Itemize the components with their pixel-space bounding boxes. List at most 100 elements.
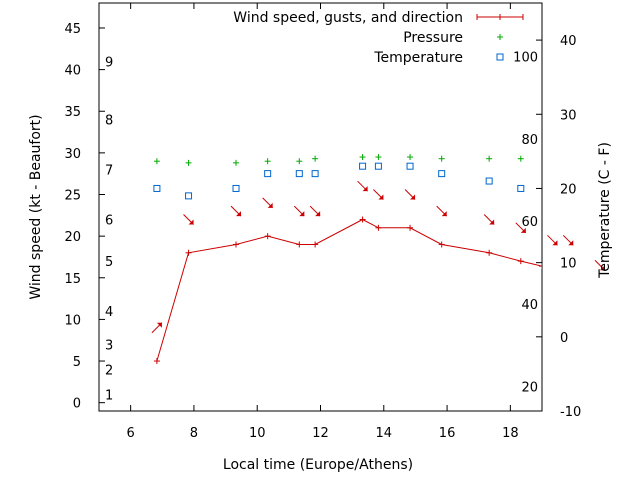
wind-speed-point (359, 216, 366, 223)
temperature-point (406, 162, 414, 170)
beaufort-label: 8 (105, 114, 113, 129)
wind-speed-point (438, 241, 445, 248)
wind-speed-point (517, 258, 524, 265)
wind-direction-arrow (230, 205, 242, 217)
pressure-point (233, 159, 240, 166)
wind-direction-arrow (357, 180, 368, 192)
y-left-tick-label: 20 (64, 230, 81, 245)
x-tick-label: 6 (127, 426, 135, 441)
wind-direction-arrow (183, 214, 194, 225)
wind-direction-arrow (594, 259, 606, 271)
x-tick-label: 14 (376, 426, 393, 441)
y-axis-right-title: Temperature (C - F) (597, 142, 613, 279)
y-right-tick-label: 0 (560, 331, 568, 346)
y-axis-left-title: Wind speed (kt - Beaufort) (28, 114, 44, 299)
wind-speed-point (539, 263, 542, 270)
temperature-point (185, 192, 193, 200)
legend-pressure-label: Pressure (403, 30, 463, 46)
wind-speed-point (233, 241, 240, 248)
fahrenheit-label: 20 (521, 381, 538, 396)
y-right-tick-label: 40 (560, 34, 577, 49)
pressure-point (359, 154, 366, 161)
pressure-point (264, 158, 271, 165)
beaufort-label: 4 (105, 305, 113, 320)
wind-direction-arrow (309, 205, 321, 217)
wind-speed-point (407, 224, 414, 231)
pressure-point (185, 159, 192, 166)
pressure-point (312, 155, 319, 162)
y-left-tick-label: 10 (64, 313, 81, 328)
wind-direction-arrow (262, 197, 274, 209)
wind-direction-arrow (151, 322, 163, 334)
wind-direction-arrow (404, 189, 416, 200)
y-left-tick-label: 0 (73, 397, 81, 412)
temperature-point (232, 184, 240, 192)
wind-speed-point (153, 358, 160, 365)
fahrenheit-label: 60 (521, 215, 538, 230)
y-right-tick-label: -10 (560, 405, 581, 420)
temperature-point (264, 170, 272, 178)
x-tick-label: 10 (249, 426, 266, 441)
y-left-tick-label: 45 (64, 22, 81, 37)
x-tick-label: 8 (190, 426, 198, 441)
temperature-point (359, 162, 367, 170)
beaufort-label: 1 (105, 388, 113, 403)
x-tick-label: 18 (502, 426, 519, 441)
beaufort-label: 2 (105, 363, 113, 378)
pressure-point (153, 158, 160, 165)
x-tick-label: 16 (439, 426, 456, 441)
pressure-point (296, 158, 303, 165)
wind-speed-point (296, 241, 303, 248)
wind-speed-point (312, 241, 319, 248)
legend-wind-label: Wind speed, gusts, and direction (233, 10, 463, 26)
fahrenheit-label: 80 (521, 133, 538, 148)
wind-direction-arrow (547, 234, 558, 246)
wind-direction-arrow (562, 234, 574, 246)
wind-direction-arrow (436, 205, 448, 217)
y-left-tick-label: 5 (73, 355, 81, 370)
temperature-point (438, 170, 446, 178)
temperature-point (485, 177, 493, 185)
beaufort-label: 6 (105, 213, 113, 228)
wind-direction-arrow (483, 214, 495, 225)
temperature-point (374, 162, 382, 170)
temperature-point (153, 184, 161, 192)
beaufort-label: 3 (105, 338, 113, 353)
pressure-point (407, 154, 414, 161)
wind-speed-point (375, 224, 382, 231)
temperature-point (295, 170, 303, 178)
y-right-tick-label: 10 (560, 257, 577, 272)
pressure-point (438, 155, 445, 162)
wind-speed-point (264, 233, 271, 240)
fahrenheit-label: 100 (513, 50, 538, 65)
plot-frame (98, 2, 543, 412)
wind-speed-point (185, 249, 192, 256)
y-right-tick-label: 30 (560, 108, 577, 123)
temperature-point (517, 184, 525, 192)
y-left-tick-label: 25 (64, 189, 81, 204)
legend-temperature: Temperature (373, 50, 504, 66)
wind-speed-point (486, 249, 493, 256)
pressure-point (375, 154, 382, 161)
fahrenheit-label: 40 (521, 298, 538, 313)
y-right-tick-label: 20 (560, 182, 577, 197)
beaufort-label: 5 (105, 255, 113, 270)
y-left-tick-label: 35 (64, 105, 81, 120)
wind-direction-arrow (373, 189, 384, 200)
beaufort-label: 9 (105, 55, 113, 70)
y-left-tick-label: 40 (64, 64, 81, 79)
beaufort-label: 7 (105, 164, 113, 179)
pressure-point (486, 155, 493, 162)
pressure-point (517, 155, 524, 162)
legend-pressure: Pressure (403, 30, 503, 46)
legend-temperature-label: Temperature (373, 50, 463, 66)
legend-wind: Wind speed, gusts, and direction (233, 10, 524, 26)
temperature-point (311, 170, 319, 178)
wind-direction-arrow (515, 222, 527, 234)
y-left-tick-label: 15 (64, 272, 81, 287)
x-tick-label: 12 (312, 426, 329, 441)
y-left-tick-label: 30 (64, 147, 81, 162)
wind-speed-line (156, 218, 542, 362)
x-axis-title: Local time (Europe/Athens) (223, 457, 413, 473)
